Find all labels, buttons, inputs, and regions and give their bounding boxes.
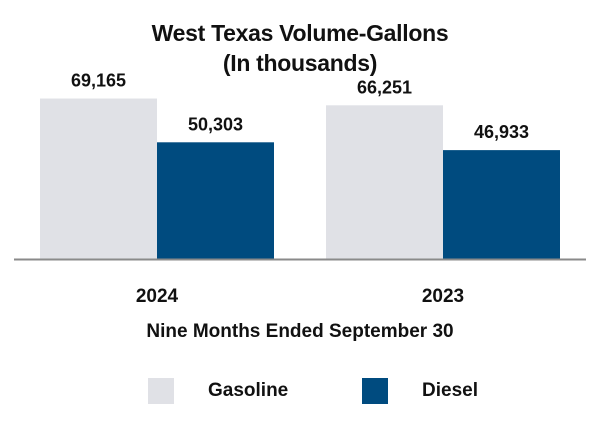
chart-subtitle: (In thousands) xyxy=(222,50,378,76)
legend-swatch-gasoline xyxy=(148,378,174,404)
chart-title-line: West Texas Volume-Gallons xyxy=(151,20,449,46)
data-label-gasoline-2024: 69,165 xyxy=(71,71,126,91)
bar-gasoline-2024 xyxy=(40,98,157,259)
bar-diesel-2023 xyxy=(443,150,560,259)
chart-title: West Texas Volume-Gallons (In thousands) xyxy=(0,18,600,78)
legend-label-diesel: Diesel xyxy=(422,380,478,401)
bar-gasoline-2023 xyxy=(326,105,443,260)
x-tick-label-2024: 2024 xyxy=(136,286,179,307)
data-label-gasoline-2023: 66,251 xyxy=(357,77,412,97)
bar-diesel-2024 xyxy=(157,142,274,259)
legend-item-gasoline: Gasoline xyxy=(148,378,288,404)
data-label-diesel-2024: 50,303 xyxy=(188,114,243,134)
legend-swatch-diesel xyxy=(362,378,388,404)
legend-item-diesel: Diesel xyxy=(362,378,478,404)
x-axis-title: Nine Months Ended September 30 xyxy=(146,321,453,342)
legend-label-gasoline: Gasoline xyxy=(208,380,289,401)
x-tick-label-2023: 2023 xyxy=(422,286,464,307)
data-label-diesel-2023: 46,933 xyxy=(474,122,529,142)
